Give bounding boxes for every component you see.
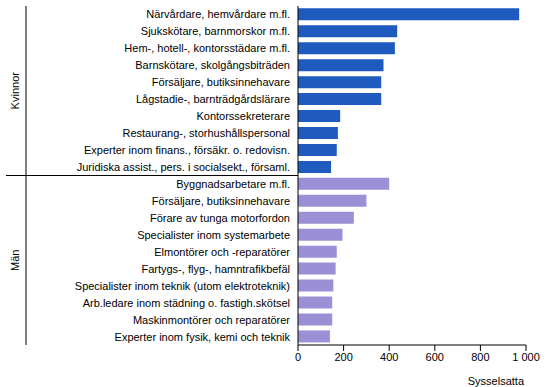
- svg-text:Försäljare, butiksinnehavare: Försäljare, butiksinnehavare: [152, 76, 290, 88]
- svg-text:Experter inom finans., försäkr: Experter inom finans., försäkr. o. redov…: [84, 144, 290, 156]
- svg-text:Hem-, hotell-, kontorsstädare: Hem-, hotell-, kontorsstädare m.fl.: [124, 42, 290, 54]
- svg-text:Barnskötare, skolgångsbiträden: Barnskötare, skolgångsbiträden: [135, 59, 290, 71]
- svg-text:Restaurang-, storhushållsperso: Restaurang-, storhushållspersonal: [122, 127, 290, 139]
- svg-text:800: 800: [471, 351, 489, 363]
- svg-text:Arb.ledare inom städning o. fa: Arb.ledare inom städning o. fastigh.sköt…: [83, 297, 290, 309]
- svg-text:Byggnadsarbetare m.fl.: Byggnadsarbetare m.fl.: [176, 178, 290, 190]
- svg-text:0: 0: [295, 351, 301, 363]
- svg-text:200: 200: [334, 351, 352, 363]
- svg-text:Kvinnor: Kvinnor: [9, 72, 21, 110]
- svg-text:Kontorssekreterare: Kontorssekreterare: [196, 110, 290, 122]
- svg-text:Elmontörer och -reparatörer: Elmontörer och -reparatörer: [154, 246, 290, 258]
- svg-text:Sysselsatta: Sysselsatta: [468, 375, 525, 387]
- svg-text:400: 400: [380, 351, 398, 363]
- svg-text:Specialister inom systemarbete: Specialister inom systemarbete: [137, 229, 290, 241]
- svg-text:Närvårdare, hemvårdare m.fl.: Närvårdare, hemvårdare m.fl.: [146, 8, 290, 20]
- svg-text:1 000: 1 000: [512, 351, 540, 363]
- svg-text:Lågstadie-, barnträdgårdslärar: Lågstadie-, barnträdgårdslärare: [136, 93, 290, 105]
- svg-text:Försäljare, butiksinnehavare: Försäljare, butiksinnehavare: [152, 195, 290, 207]
- svg-text:Specialister inom teknik (utom: Specialister inom teknik (utom elektrote…: [75, 280, 290, 292]
- svg-text:Juridiska assist., pers. i soc: Juridiska assist., pers. i socialsekt., …: [77, 161, 290, 173]
- svg-text:Maskinmontörer och reparatörer: Maskinmontörer och reparatörer: [133, 314, 290, 326]
- svg-text:Experter inom fysik, kemi och: Experter inom fysik, kemi och teknik: [115, 331, 291, 343]
- svg-text:Män: Män: [9, 250, 21, 271]
- svg-text:Fartygs-, flyg-, hamntrafikbef: Fartygs-, flyg-, hamntrafikbefäl: [141, 263, 290, 275]
- svg-text:Förare av tunga motorfordon: Förare av tunga motorfordon: [150, 212, 290, 224]
- svg-text:600: 600: [426, 351, 444, 363]
- svg-text:Sjukskötare, barnmorskor m.fl.: Sjukskötare, barnmorskor m.fl.: [141, 25, 290, 37]
